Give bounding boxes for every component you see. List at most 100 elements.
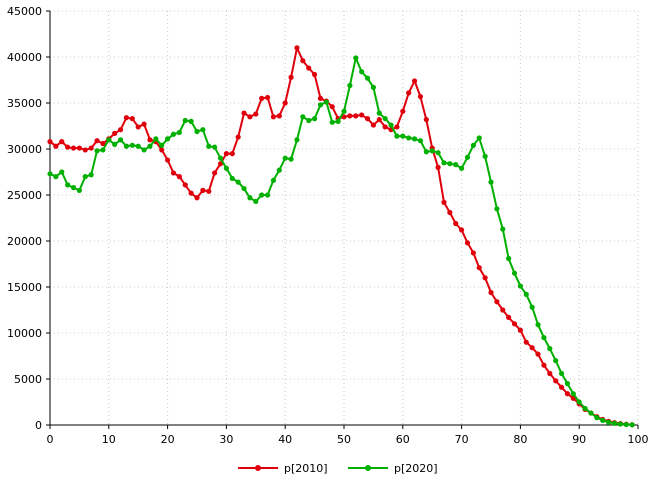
x-tick-label: 50	[337, 433, 351, 446]
data-point	[353, 113, 359, 119]
data-point	[376, 116, 382, 123]
data-point	[229, 175, 235, 182]
data-point	[482, 275, 488, 281]
data-point	[588, 410, 594, 416]
data-point	[429, 148, 435, 154]
data-point	[165, 136, 171, 142]
data-point	[270, 114, 277, 120]
data-point	[364, 75, 371, 81]
data-point	[335, 118, 341, 124]
legend-item-0[interactable]: p[2010]	[238, 462, 328, 475]
data-point	[488, 289, 494, 296]
data-point	[135, 124, 141, 130]
data-point	[353, 55, 359, 61]
data-point	[217, 155, 224, 161]
data-point	[364, 116, 371, 122]
data-point	[600, 417, 606, 423]
legend-marker	[365, 465, 371, 471]
data-point	[511, 321, 518, 327]
data-point	[564, 381, 571, 387]
data-point	[359, 69, 365, 75]
data-point	[141, 121, 147, 127]
data-point	[82, 147, 88, 153]
x-tick-label: 100	[628, 433, 649, 446]
legend-label: p[2010]	[284, 462, 328, 475]
y-tick-label: 30000	[7, 143, 42, 156]
data-point	[558, 370, 565, 377]
data-point	[253, 111, 259, 117]
data-point	[376, 110, 382, 116]
series-group	[47, 45, 635, 428]
data-point	[247, 114, 253, 120]
data-point	[65, 144, 71, 150]
data-point	[76, 187, 82, 193]
x-tick-label: 60	[396, 433, 410, 446]
data-point	[329, 104, 335, 110]
data-point	[423, 116, 429, 123]
data-point	[294, 45, 300, 51]
data-point	[488, 179, 494, 185]
data-point	[341, 108, 347, 114]
data-point	[76, 145, 82, 151]
data-point	[123, 143, 130, 149]
y-axis-ticks: 0 5000 10000 15000 20000 25000 30000 35000 40000…	[7, 5, 50, 432]
data-point	[417, 93, 424, 100]
data-point	[500, 307, 506, 313]
data-point	[235, 179, 241, 185]
series-line	[49, 56, 633, 426]
data-point	[94, 138, 100, 144]
legend-marker	[255, 465, 261, 471]
data-point	[212, 170, 218, 176]
data-point	[535, 322, 541, 328]
data-point	[464, 240, 471, 246]
data-point	[464, 154, 471, 160]
legend[interactable]: p[2010] p[2020]	[238, 462, 438, 475]
data-point	[529, 345, 535, 351]
data-point	[53, 143, 59, 149]
data-point	[47, 139, 53, 145]
data-point	[553, 378, 559, 384]
data-point	[288, 156, 294, 162]
data-point	[200, 127, 206, 133]
x-tick-label: 20	[161, 433, 175, 446]
data-point	[382, 124, 388, 130]
data-point	[347, 82, 353, 89]
series-line	[49, 46, 633, 426]
data-point	[59, 139, 65, 145]
data-point	[317, 102, 324, 108]
data-point	[494, 206, 500, 212]
data-point	[129, 116, 135, 122]
data-point	[435, 150, 441, 156]
data-point	[406, 135, 412, 141]
axes	[49, 11, 638, 426]
data-point	[594, 415, 600, 421]
data-point	[441, 199, 447, 205]
data-point	[288, 74, 294, 80]
legend-item-1[interactable]: p[2020]	[348, 462, 438, 475]
data-point	[276, 113, 282, 119]
data-point	[453, 162, 459, 168]
x-tick-label: 0	[47, 433, 54, 446]
data-point	[112, 141, 118, 147]
data-point	[400, 133, 406, 139]
data-point	[370, 84, 376, 90]
data-point	[370, 122, 376, 128]
data-point	[100, 147, 106, 153]
data-point	[423, 149, 429, 155]
data-point	[129, 142, 135, 148]
data-point	[606, 419, 612, 425]
data-point	[388, 122, 394, 128]
data-point	[235, 134, 241, 140]
data-point	[582, 405, 588, 412]
data-point	[159, 142, 165, 148]
data-point	[206, 188, 212, 194]
data-point	[176, 129, 182, 136]
data-point	[306, 65, 312, 71]
data-point	[94, 148, 100, 154]
data-point	[147, 137, 153, 143]
data-point	[100, 140, 106, 147]
y-tick-label: 40000	[7, 51, 42, 64]
y-tick-label: 45000	[7, 5, 42, 18]
y-tick-label: 20000	[7, 235, 42, 248]
